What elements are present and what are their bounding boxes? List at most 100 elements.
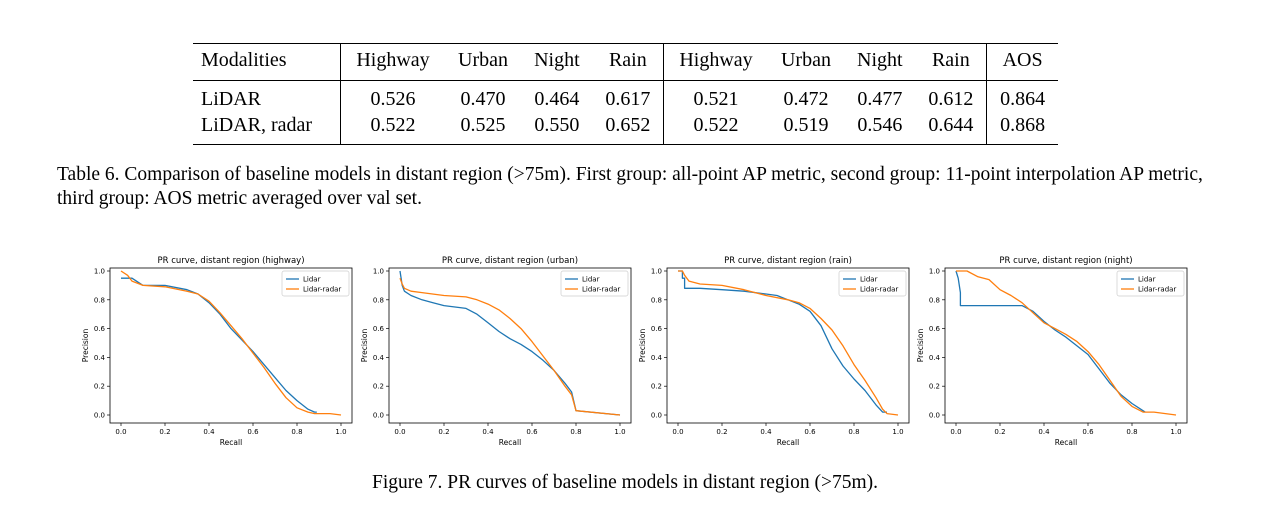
legend-box [1116,270,1185,297]
pr-chart-urban-svg: PR curve, distant region (urban) 0.0 0.2 0.… [360,256,632,447]
x-tick-label: 0.2 [716,428,727,436]
y-tick-label: 0.2 [373,383,384,391]
table-cell: LiDAR, radar [193,112,342,145]
legend-label: Lidar-radar [860,286,898,294]
y-tick-label: 0.4 [94,354,106,362]
pr-chart-night: PR curve, distant region (night) 0.0 0.2 0.… [913,250,1198,450]
col-header-modalities: Modalities [193,43,342,81]
table-cell: 0.612 [915,80,988,112]
x-axis-label: Recall [1055,438,1077,447]
figure-caption: Figure 7. PR curves of baseline models i… [371,472,878,493]
y-tick-label: 1.0 [651,268,662,276]
y-tick-label: 0.8 [929,296,940,304]
x-tick-label: 0.0 [115,428,126,436]
plot-frame [666,267,910,424]
table-cell: 0.477 [857,88,903,110]
series-line-lidar [121,277,317,413]
comparison-table: Modalities Highway Urban Night Rain High… [193,43,1058,145]
legend-box [838,270,907,297]
x-tick-label: 0.2 [159,428,170,436]
table-cell: 0.522 [693,114,739,136]
table-cell: 0.864 [1000,88,1046,110]
col-header-night-ap: Night [534,49,580,71]
y-tick-label: 0.0 [929,412,940,420]
y-tick-label: 0.8 [94,296,105,304]
chart-title: PR curve, distant region (night) [999,256,1132,266]
col-header-night-ap11: Night [857,49,903,71]
y-tick-label: 0.0 [651,412,662,420]
y-tick-label: 0.8 [373,296,384,304]
table-cell: 0.522 [370,114,416,136]
x-tick-label: 0.8 [848,428,859,436]
y-tick-label: 0.2 [94,383,105,391]
legend-label: Lidar [1138,276,1156,284]
table-cell: LiDAR [193,80,342,112]
x-tick-label: 1.0 [335,428,346,436]
legend-label: Lidar-radar [582,286,620,294]
col-header-rain-ap: Rain [592,43,665,81]
table-cell: 0.868 [1000,114,1046,136]
x-tick-label: 0.8 [1126,428,1137,436]
y-tick-label: 0.6 [373,325,385,333]
col-header-urban-ap11: Urban [780,49,831,71]
table-cell: 0.525 [460,114,506,136]
table-header-row: Modalities Highway Urban Night Rain High… [193,43,1058,81]
table-cell: 0.464 [534,88,580,110]
x-tick-label: 0.6 [804,428,816,436]
table-cell: 0.550 [534,114,580,136]
x-tick-label: 1.0 [892,428,903,436]
pr-chart-urban: PR curve, distant region (urban) 0.0 0.2 0.… [357,250,642,450]
legend-label: Lidar [860,276,878,284]
x-tick-label: 0.2 [438,428,449,436]
y-tick-label: 0.8 [651,296,662,304]
x-tick-label: 0.6 [247,428,259,436]
table-cell: 0.644 [915,112,988,145]
x-tick-label: 1.0 [1170,428,1181,436]
y-tick-label: 1.0 [94,268,105,276]
table-cell: 0.617 [592,80,665,112]
y-tick-label: 0.2 [929,383,940,391]
table-cell: 0.521 [693,88,739,110]
pr-chart-rain: PR curve, distant region (rain) 0.0 0.2 0.4… [635,250,920,450]
table-row: LiDAR, radar 0.522 0.525 0.550 0.652 0.5… [193,112,1058,145]
legend-box [560,270,629,297]
x-tick-label: 0.8 [291,428,302,436]
col-header-aos: AOS [1002,49,1043,71]
x-tick-label: 0.4 [203,428,215,436]
series-line-lidar-radar [399,277,621,416]
x-tick-label: 0.0 [950,428,961,436]
plot-frame [109,267,353,424]
table-cell: 0.652 [592,112,665,145]
chart-title: PR curve, distant region (highway) [157,256,304,266]
x-axis-label: Recall [499,438,521,447]
series-line-lidar-radar [120,270,342,416]
table-cell: 0.519 [783,114,829,136]
y-tick-label: 0.2 [651,383,662,391]
y-tick-label: 0.6 [651,325,663,333]
x-tick-label: 0.4 [482,428,494,436]
x-tick-label: 0.0 [672,428,683,436]
y-axis-label: Precision [360,329,369,363]
legend-label: Lidar [582,276,600,284]
legend-label: Lidar-radar [303,286,341,294]
x-tick-label: 0.8 [570,428,581,436]
y-tick-label: 1.0 [373,268,384,276]
x-tick-label: 0.4 [1038,428,1050,436]
y-tick-label: 0.4 [929,354,941,362]
legend-box [281,270,350,297]
x-tick-label: 0.6 [1082,428,1094,436]
y-tick-label: 1.0 [929,268,940,276]
y-tick-label: 0.0 [94,412,105,420]
y-axis-label: Precision [81,329,90,363]
pr-chart-rain-svg: PR curve, distant region (rain) 0.0 0.2 0.4… [638,256,910,447]
series-line-lidar-radar [956,270,1177,416]
chart-title: PR curve, distant region (rain) [724,256,852,266]
series-line-lidar-radar [678,270,899,416]
y-tick-label: 0.6 [929,325,941,333]
table-cell: 0.526 [370,88,416,110]
pr-chart-highway: PR curve, distant region (highway) 0.0 0.2… [78,250,363,450]
plot-frame [388,267,632,424]
table-cell: 0.546 [857,114,903,136]
y-tick-label: 0.6 [94,325,106,333]
col-header-highway-ap: Highway [356,49,430,71]
